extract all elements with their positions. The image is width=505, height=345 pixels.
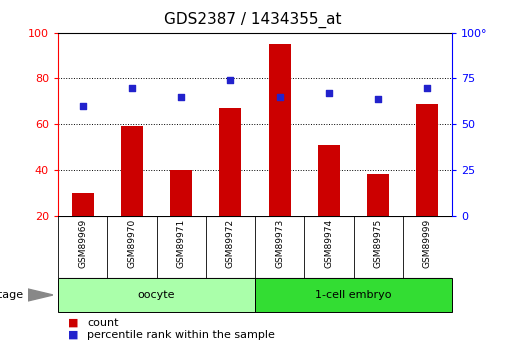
Text: GDS2387 / 1434355_at: GDS2387 / 1434355_at (164, 12, 341, 28)
Text: GSM89969: GSM89969 (78, 219, 87, 268)
Text: GSM89971: GSM89971 (177, 219, 186, 268)
Polygon shape (28, 289, 53, 301)
Bar (367, 175, 389, 216)
Point (226, 78, 234, 83)
Text: GSM89972: GSM89972 (226, 219, 235, 268)
Point (276, 94, 284, 99)
Bar (255, 278, 452, 312)
Point (177, 94, 185, 99)
Bar (269, 44, 291, 216)
Text: development stage: development stage (0, 290, 23, 300)
Bar (170, 170, 192, 216)
Text: count: count (87, 318, 119, 327)
Text: oocyte: oocyte (138, 290, 175, 300)
Point (128, 85, 136, 90)
Text: GSM89975: GSM89975 (374, 219, 383, 268)
Point (79, 103, 87, 109)
Point (423, 85, 431, 90)
Point (374, 96, 382, 101)
Text: GSM89999: GSM89999 (423, 219, 432, 268)
Text: GSM89974: GSM89974 (324, 219, 333, 268)
Bar (121, 127, 143, 216)
Bar (219, 108, 241, 216)
Text: GSM89973: GSM89973 (275, 219, 284, 268)
Text: GSM89970: GSM89970 (127, 219, 136, 268)
Bar (416, 104, 438, 216)
Text: 1-cell embryo: 1-cell embryo (315, 290, 392, 300)
Text: ■: ■ (68, 330, 79, 339)
Bar (318, 145, 340, 216)
Bar (58, 278, 255, 312)
Point (325, 90, 333, 96)
Bar (72, 193, 94, 216)
Text: percentile rank within the sample: percentile rank within the sample (87, 330, 275, 339)
Text: ■: ■ (68, 318, 79, 327)
